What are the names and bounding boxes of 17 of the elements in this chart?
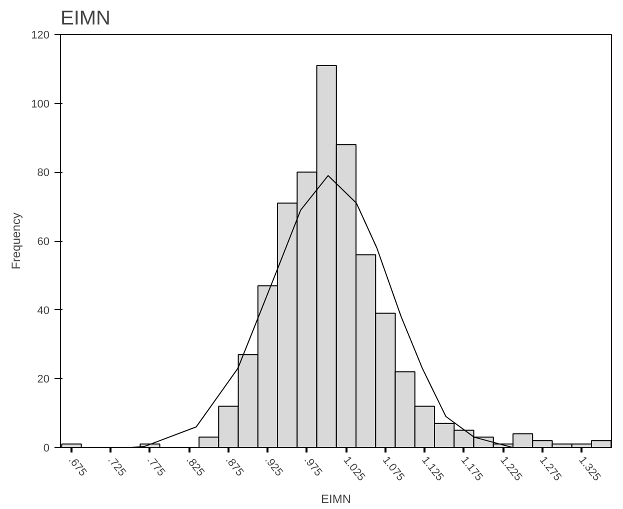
x-tick-label: .675: [66, 454, 89, 479]
x-axis-title: EIMN: [321, 492, 351, 506]
y-tick-label: 20: [37, 374, 50, 386]
chart-title: EIMN: [60, 8, 110, 30]
y-tick-label: 0: [43, 442, 50, 454]
y-tick-label: 80: [37, 167, 50, 180]
x-tick-label: .925: [262, 454, 285, 479]
y-tick-label: 40: [37, 304, 50, 317]
x-tick-label: .975: [301, 454, 324, 479]
y-axis-title: Frequency: [9, 212, 24, 270]
x-tick-label: .725: [105, 454, 128, 479]
y-tick-label: 120: [31, 30, 50, 42]
x-tick-label: .775: [144, 454, 168, 479]
x-tick-label: .825: [184, 454, 206, 479]
y-tick-label: 60: [37, 236, 50, 248]
y-tick-label: 100: [31, 98, 50, 110]
x-tick-label: .875: [222, 454, 246, 479]
